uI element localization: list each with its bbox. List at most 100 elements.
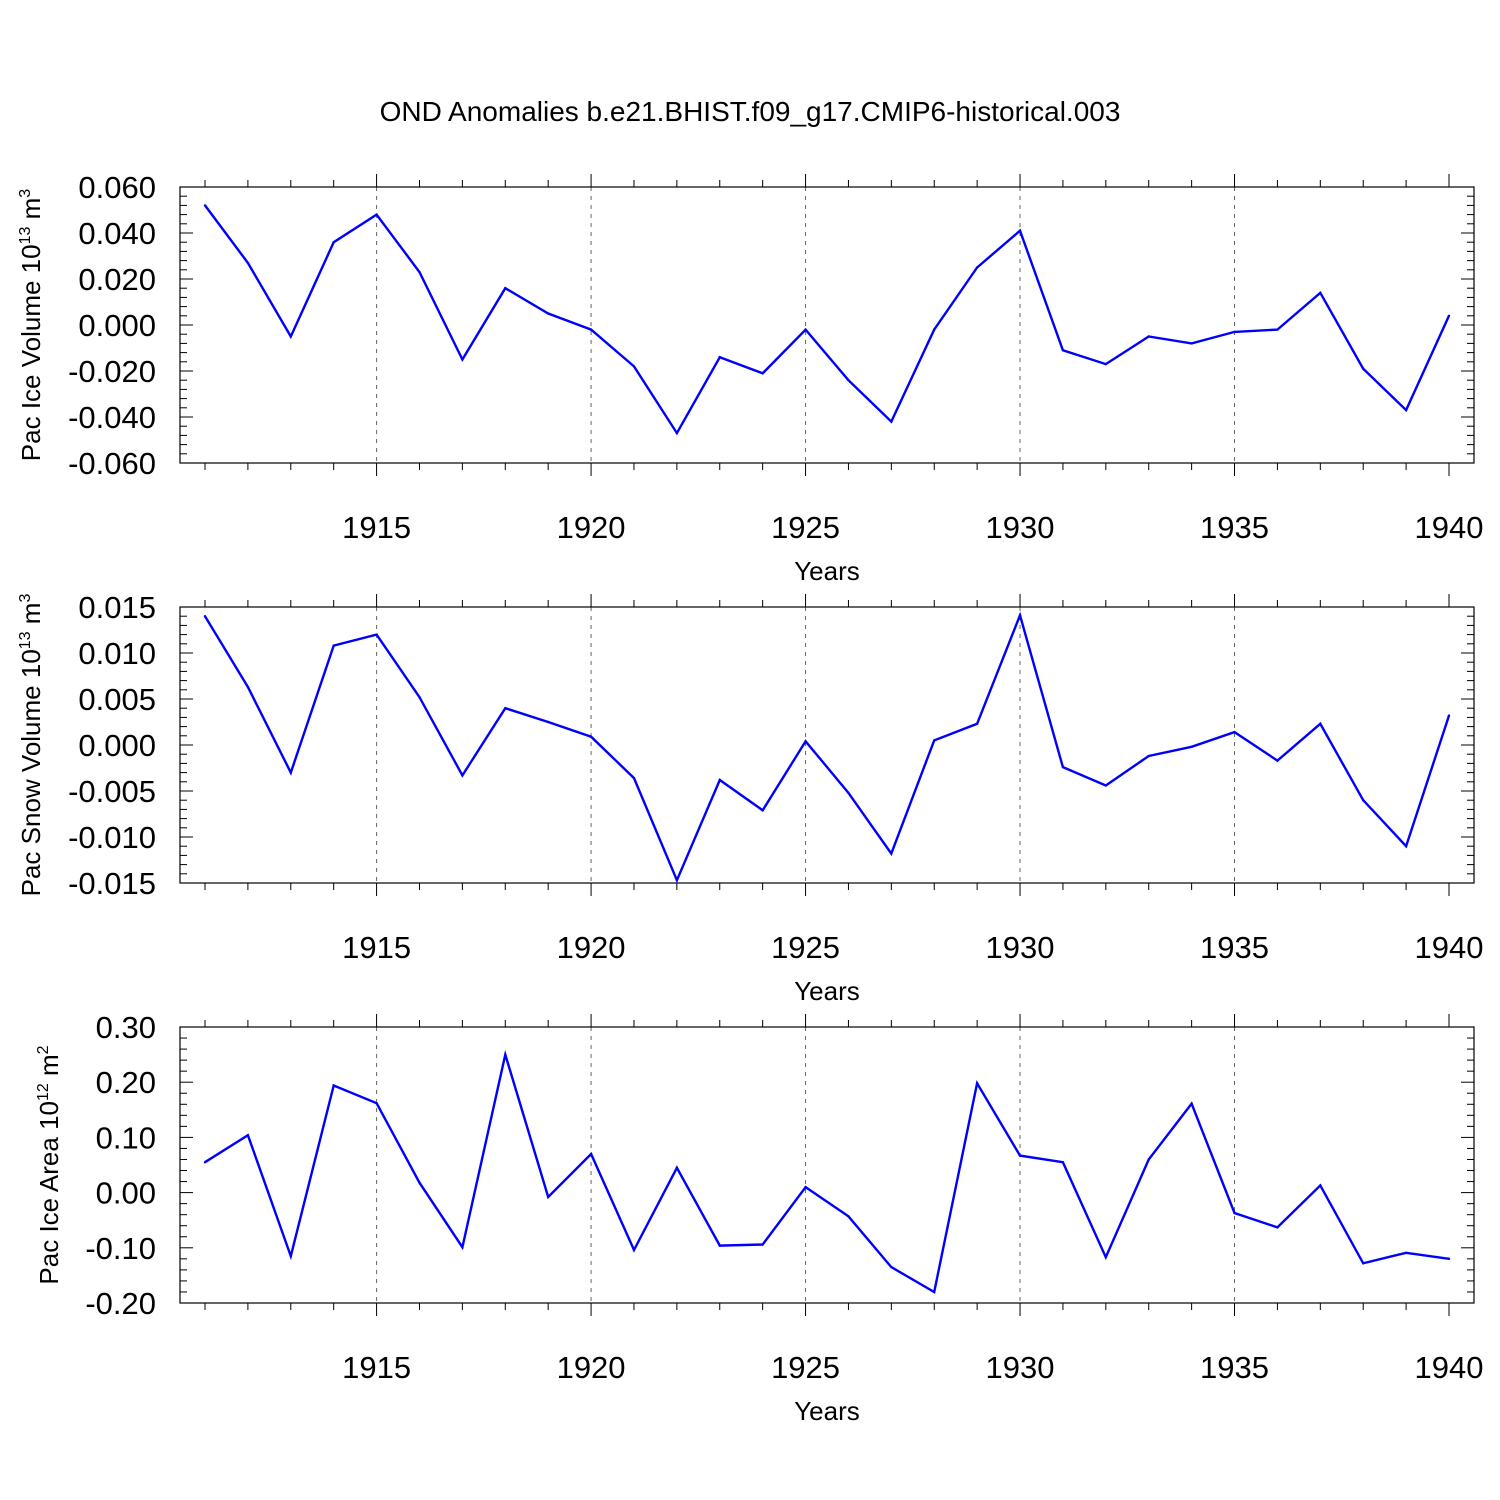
series-line: [204, 204, 1451, 436]
data-point: [1104, 362, 1108, 366]
y-tick-label: 0.040: [78, 216, 156, 251]
data-point: [1276, 328, 1279, 331]
chart-panel-3: -0.20 -0.10 0.00 0.10 0.20 0.30 1915 1920 1925 19…: [34, 1010, 1483, 1426]
x-tick-label: 1930: [986, 1350, 1055, 1385]
data-point: [1319, 291, 1322, 294]
data-point: [1447, 314, 1451, 317]
data-point: [1190, 1102, 1193, 1105]
data-point: [933, 739, 936, 742]
data-point: [1404, 408, 1408, 412]
data-point: [1190, 745, 1193, 749]
data-point: [418, 1181, 421, 1184]
y-tick-label: -0.060: [68, 446, 156, 481]
series-line: [204, 1049, 1450, 1294]
data-point: [1190, 342, 1193, 345]
data-point: [847, 379, 850, 382]
data-point: [804, 328, 807, 331]
y-tick-label: -0.020: [68, 354, 156, 389]
data-point: [332, 644, 335, 647]
y-tick-label: 0.10: [96, 1120, 156, 1155]
data-point: [289, 771, 292, 774]
x-tick-label: 1935: [1200, 510, 1269, 545]
data-point: [504, 707, 507, 710]
data-point: [203, 1161, 207, 1164]
plot-frame: [179, 186, 1475, 464]
data-point: [1404, 845, 1408, 848]
data-point: [203, 204, 207, 207]
data-point: [718, 356, 721, 359]
x-axis-title: Years: [794, 556, 860, 586]
x-tick-label: 1920: [557, 1350, 626, 1385]
x-tick-label: 1935: [1200, 1350, 1269, 1385]
data-point: [890, 852, 893, 855]
data-point: [1061, 765, 1065, 769]
y-tick-label: 0.00: [96, 1176, 156, 1211]
series-line: [203, 611, 1451, 884]
y-tick-label: 0.30: [96, 1010, 156, 1045]
data-point: [1319, 722, 1322, 726]
x-axis-title: Years: [794, 1396, 860, 1426]
data-point: [632, 776, 636, 780]
data-point: [418, 270, 421, 274]
y-tick-label: 0.000: [78, 728, 156, 763]
data-point: [461, 358, 464, 361]
data-point: [975, 722, 979, 726]
y-tick-label: -0.040: [68, 400, 156, 435]
data-point: [1404, 1251, 1408, 1254]
data-point: [1362, 799, 1365, 802]
data-point: [975, 266, 979, 269]
data-point: [461, 1246, 464, 1249]
y-tick-label: -0.010: [68, 820, 156, 855]
data-point: [289, 1254, 292, 1258]
data-point: [1233, 330, 1236, 334]
data-point: [589, 1152, 593, 1156]
data-point: [1104, 1255, 1108, 1259]
y-tick-label: 0.20: [96, 1065, 156, 1100]
figure-title: OND Anomalies b.e21.BHIST.f09_g17.CMIP6-…: [379, 96, 1121, 127]
data-point: [890, 1265, 893, 1269]
data-point: [418, 695, 421, 699]
y-tick-label: 0.015: [78, 590, 156, 625]
data-point: [890, 420, 893, 423]
data-point: [1233, 1211, 1236, 1215]
data-point: [1276, 1226, 1279, 1229]
data-point: [761, 372, 764, 375]
y-axis-title: Pac Ice Volume 1013 m3: [16, 189, 46, 462]
data-point: [847, 791, 850, 795]
x-tick-label: 1915: [342, 510, 411, 545]
x-tick-label: 1940: [1415, 1350, 1484, 1385]
y-tick-label: 0.010: [78, 636, 156, 671]
x-tick-label: 1915: [342, 930, 411, 965]
data-point: [289, 335, 292, 338]
data-point: [461, 774, 464, 777]
data-point: [1147, 335, 1150, 338]
data-point: [675, 879, 679, 882]
x-tick-label: 1935: [1200, 930, 1269, 965]
x-tick-label: 1925: [771, 1350, 840, 1385]
data-point: [1147, 754, 1150, 758]
y-tick-label: -0.015: [68, 866, 156, 901]
y-tick-label: 0.020: [78, 262, 156, 297]
data-point: [1018, 1154, 1022, 1157]
x-tick-label: 1915: [342, 1350, 411, 1385]
data-point: [589, 735, 593, 738]
data-point: [1276, 759, 1279, 762]
data-point: [847, 1215, 850, 1218]
data-point: [933, 1290, 936, 1294]
y-tick-label: -0.20: [85, 1286, 156, 1321]
x-tick-label: 1920: [557, 930, 626, 965]
data-point: [975, 1082, 979, 1085]
data-point: [1233, 730, 1236, 734]
data-point: [246, 261, 250, 265]
y-tick-label: 0.060: [78, 170, 156, 205]
data-point: [761, 809, 764, 812]
data-point: [546, 720, 550, 724]
data-point: [1319, 1184, 1322, 1187]
y-axis-title: Pac Snow Volume 1013 m3: [16, 594, 46, 897]
data-point: [246, 685, 250, 689]
data-point: [332, 241, 335, 244]
x-tick-label: 1925: [771, 930, 840, 965]
data-point: [546, 1195, 550, 1199]
